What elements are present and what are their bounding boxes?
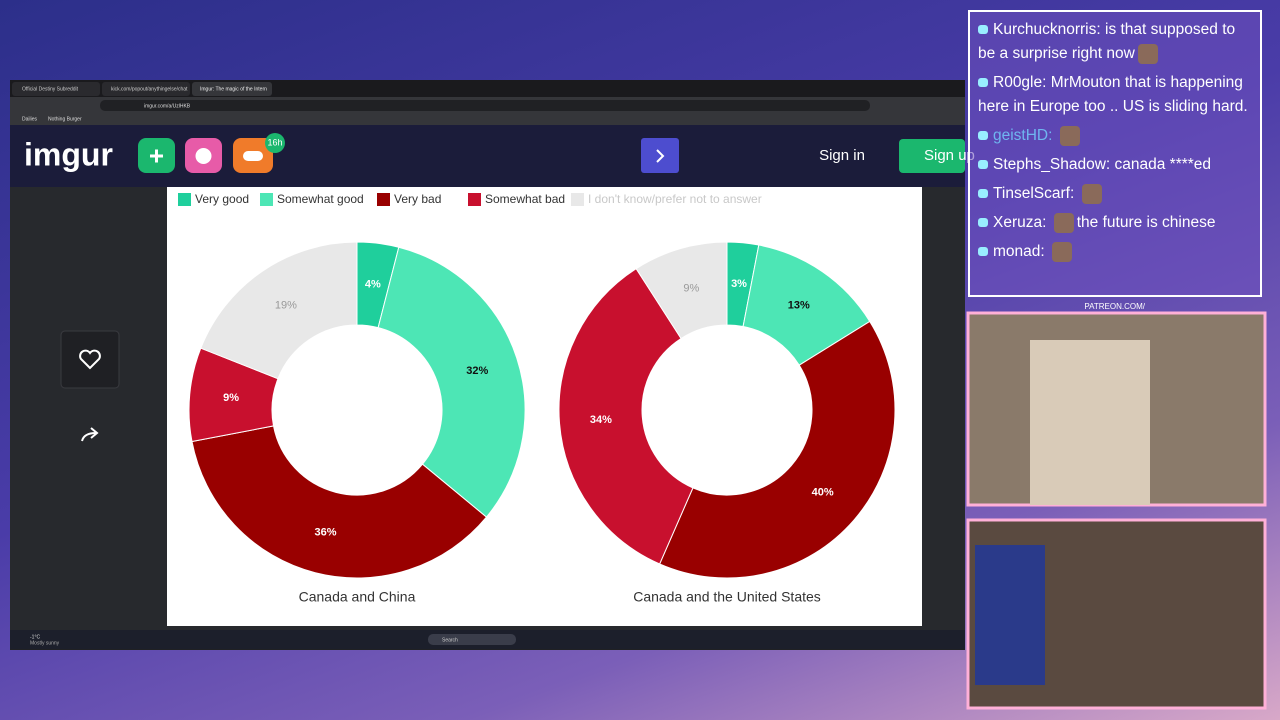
badge-icon (978, 131, 988, 140)
data-label: 13% (788, 300, 810, 312)
donut-slice (635, 241, 728, 340)
emote (1053, 212, 1074, 233)
chat-user: Stephs_Shadow: (993, 156, 1111, 173)
chat-message: Stephs_Shadow: canada ****ed (978, 153, 1252, 177)
weather: Mostly sunny (30, 640, 60, 646)
address[interactable]: imgur.com/a/UzlHKB (144, 103, 191, 109)
chat-user: Xeruza: (993, 214, 1047, 231)
tab-title[interactable]: kick.com/popout/anythingelse/chat (111, 86, 188, 92)
chat-text: MrMouton that is happening here in Europ… (978, 74, 1248, 115)
chart-image (167, 187, 922, 626)
gamepad-icon (243, 151, 263, 161)
donut-slice (558, 267, 694, 565)
data-label: 36% (315, 526, 337, 538)
like-button[interactable] (60, 330, 120, 389)
data-label: 19% (275, 299, 297, 311)
badge-icon (978, 247, 988, 256)
chat-user: R00gle: (993, 74, 1047, 91)
legend-swatch (468, 193, 481, 206)
sign-up[interactable]: Sign up (924, 147, 975, 164)
badge-icon (978, 160, 988, 169)
chart-title: Canada and China (299, 589, 416, 605)
tab[interactable] (102, 82, 190, 96)
emote (1052, 241, 1073, 262)
legend-label: Very good (195, 192, 249, 206)
search[interactable]: Search (442, 637, 458, 643)
chat-user: monad: (993, 243, 1045, 260)
chat-text: canada ****ed (1114, 156, 1212, 173)
search-box[interactable] (428, 634, 516, 645)
shelf (975, 545, 1045, 685)
imgur-logo[interactable]: imgur (24, 136, 113, 172)
badge-icon (978, 218, 988, 227)
legend-swatch (571, 193, 584, 206)
ghost-icon (195, 148, 212, 164)
chat-user: geistHD: (993, 127, 1053, 144)
share-icon[interactable] (81, 427, 99, 442)
legend-label: Somewhat good (277, 192, 364, 206)
chat-message: geistHD: (978, 124, 1252, 148)
chat-text: is that supposed to be a surprise right … (978, 21, 1236, 62)
emote (1059, 125, 1080, 146)
donut-slice (658, 320, 896, 579)
emote (1081, 183, 1102, 204)
tab-title[interactable]: Imgur: The magic of the Intern (200, 86, 267, 92)
bookmark[interactable]: Dailies (22, 116, 38, 122)
legend-swatch (377, 193, 390, 206)
donut-charts: Very good Somewhat good Very bad Somewhat b… (178, 192, 896, 605)
badge-icon (978, 189, 988, 198)
badge-text: 16h (267, 137, 282, 147)
sign-in[interactable]: Sign in (819, 147, 865, 164)
temperature: -1°C (30, 634, 40, 640)
legend-swatch (260, 193, 273, 206)
chat-user: Kurchucknorris: (993, 21, 1101, 38)
legend-label: Somewhat bad (485, 192, 565, 206)
data-label: 32% (466, 365, 488, 377)
next-icon (656, 149, 665, 163)
chat-message: R00gle: MrMouton that is happening here … (978, 71, 1252, 119)
donut-slice (200, 241, 358, 380)
data-label: 9% (683, 283, 699, 295)
tab-title[interactable]: Official Destiny Subreddit (22, 86, 79, 92)
legend-label: Very bad (394, 192, 441, 206)
data-label: 9% (223, 392, 239, 404)
emote (1137, 43, 1158, 64)
chart-title: Canada and the United States (633, 589, 821, 605)
legend-label: I don't know/prefer not to answer (588, 192, 762, 206)
next-button[interactable] (641, 138, 679, 173)
bookmark[interactable]: Nothing Burger (48, 116, 82, 122)
donut-slice (377, 246, 526, 518)
chat: Kurchucknorris: is that supposed to be a… (968, 10, 1262, 297)
sign-up-button[interactable] (899, 139, 965, 173)
plus-icon (150, 149, 163, 163)
badge (265, 133, 285, 153)
data-label: 4% (365, 278, 381, 290)
tab-active[interactable] (192, 82, 272, 96)
tab[interactable] (12, 82, 100, 96)
heart-icon (79, 349, 101, 370)
chat-message: monad: (978, 240, 1252, 264)
donut-slice (191, 425, 488, 579)
data-label: 3% (731, 278, 747, 290)
data-label: 40% (812, 487, 834, 499)
patreon: PATREON.COM/ (1084, 302, 1145, 311)
legend-swatch (178, 193, 191, 206)
chat-message: TinselScarf: (978, 182, 1252, 206)
chat-message: Kurchucknorris: is that supposed to be a… (978, 18, 1252, 66)
chat-message: Xeruza: the future is chinese (978, 211, 1252, 235)
streamer (1030, 340, 1150, 505)
chat-user: TinselScarf: (993, 185, 1075, 202)
address-bar[interactable] (100, 100, 870, 111)
badge-icon (978, 78, 988, 87)
chat-text: the future is chinese (1076, 214, 1216, 231)
bookmarks-bar (10, 113, 965, 125)
badge-icon (978, 25, 988, 34)
data-label: 34% (590, 414, 612, 426)
